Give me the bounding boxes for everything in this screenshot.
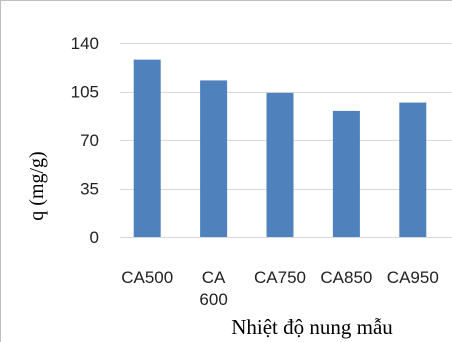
x-tick-label-line: CA950 bbox=[387, 268, 439, 287]
x-tick-label-line: CA500 bbox=[121, 268, 173, 287]
y-tick-label: 35 bbox=[80, 180, 99, 199]
bar bbox=[133, 59, 161, 237]
x-axis-label: Nhiệt độ nung mẫu bbox=[231, 315, 393, 339]
y-tick-label: 70 bbox=[80, 131, 99, 150]
x-tick-label: CA 600 bbox=[199, 268, 227, 309]
bar bbox=[200, 80, 228, 238]
x-tick-label: CA750 bbox=[254, 268, 306, 287]
bar bbox=[332, 110, 360, 237]
x-tick-label: CA500 bbox=[121, 268, 173, 287]
x-tick-label: CA850 bbox=[320, 268, 372, 287]
bar bbox=[266, 92, 294, 237]
y-tick-label: 0 bbox=[90, 228, 99, 247]
bars bbox=[133, 59, 427, 238]
x-tick-label-line: CA750 bbox=[254, 268, 306, 287]
x-tick-label: CA950 bbox=[387, 268, 439, 287]
x-tick-label-line: 600 bbox=[199, 290, 227, 309]
y-tick-label: 105 bbox=[71, 83, 99, 102]
bar bbox=[399, 102, 427, 237]
x-tick-label-line: CA850 bbox=[320, 268, 372, 287]
y-axis-label: q (mg/g) bbox=[26, 151, 48, 220]
y-tick-label: 140 bbox=[71, 34, 99, 53]
y-tick-labels: 0 35 70 105 140 bbox=[71, 34, 99, 247]
x-tick-labels: CA500 CA 600 CA750 CA850 CA950 bbox=[121, 268, 439, 309]
x-tick-label-line: CA bbox=[202, 268, 226, 287]
